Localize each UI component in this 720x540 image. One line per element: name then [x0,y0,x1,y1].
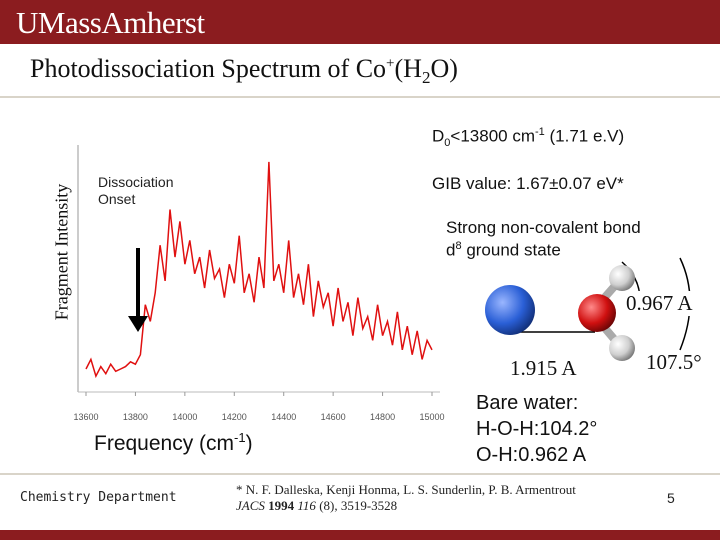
title-main: Photodissociation Spectrum of Co [30,54,387,83]
onset-label: Dissociation Onset [98,174,173,208]
hydrogen-atom-lower [609,335,635,361]
onset-arrow-head [128,316,148,332]
ground-d: d [446,240,456,260]
x-tick-label-3: 14200 [222,412,247,422]
onset-label-line1: Dissociation [98,174,174,190]
footer-bar [0,530,720,540]
page-number: 5 [667,490,675,506]
bare-water-heading: Bare water: [476,392,579,414]
title-divider [0,96,720,98]
d0-subscript: 0 [444,137,451,150]
title-subscript: 2 [421,68,431,88]
title-open: (H [394,54,422,83]
x-tick-label-1: 13800 [123,412,148,422]
department-label: Chemistry Department [20,490,177,505]
citation-volume: 116 [297,498,316,513]
bare-water-angle: H-O-H:104.2° [476,418,598,440]
oh-length-label: 0.967 A [626,291,693,316]
title-charge: + [386,55,395,72]
citation: * N. F. Dalleska, Kenji Honma, L. S. Sun… [236,482,576,514]
oxygen-atom [578,294,616,332]
d0-main: D [432,126,445,146]
gib-value: GIB value: 1.67±0.07 eV* [432,174,624,193]
hydrogen-atom-upper [609,265,635,291]
x-tick-label-0: 13600 [73,412,98,422]
title-close: O) [430,54,458,83]
bond-description: Strong non-covalent bond [446,218,641,237]
d0-sup: -1 [535,126,545,138]
x-axis-label-close: ) [245,432,253,455]
onset-label-line2: Onset [98,191,136,207]
d0-ev: (1.71 e.V) [544,126,625,146]
citation-pages: (8), 3519-3528 [315,498,398,513]
d0-value: <13800 cm [450,126,535,146]
x-tick-label-5: 14600 [321,412,346,422]
x-axis-label-sup: -1 [234,430,246,445]
footer-divider [0,473,720,475]
cobalt-atom [485,285,535,335]
ground-sup: 8 [455,240,462,252]
x-tick-label-7: 15000 [419,412,444,422]
x-axis-label: Frequency (cm-1) [94,430,253,456]
d0-annotation: D0<13800 cm-1 (1.71 e.V) [432,126,624,149]
bare-water-bond: O-H:0.962 A [476,444,587,466]
angle-label: 107.5° [646,350,702,374]
citation-reference: JACS 1994 116 (8), 3519-3528 [236,498,576,514]
bare-water-block: Bare water: H-O-H:104.2° O-H:0.962 A [476,390,597,468]
ground-rest: ground state [461,240,561,260]
header-bar: UMassAmherst [0,0,720,44]
ground-state: d8 ground state [446,240,561,261]
citation-year: 1994 [268,498,295,513]
co-o-distance-label: 1.915 A [510,356,577,380]
citation-journal: JACS [236,498,265,513]
x-tick-label-4: 14400 [271,412,296,422]
x-tick-label-6: 14800 [370,412,395,422]
university-logo: UMassAmherst [16,5,205,40]
citation-authors: * N. F. Dalleska, Kenji Honma, L. S. Sun… [236,482,576,497]
x-axis-label-main: Frequency (cm [94,432,235,455]
slide-title: Photodissociation Spectrum of Co+(H2O) [30,54,458,88]
x-tick-label-2: 14000 [172,412,197,422]
